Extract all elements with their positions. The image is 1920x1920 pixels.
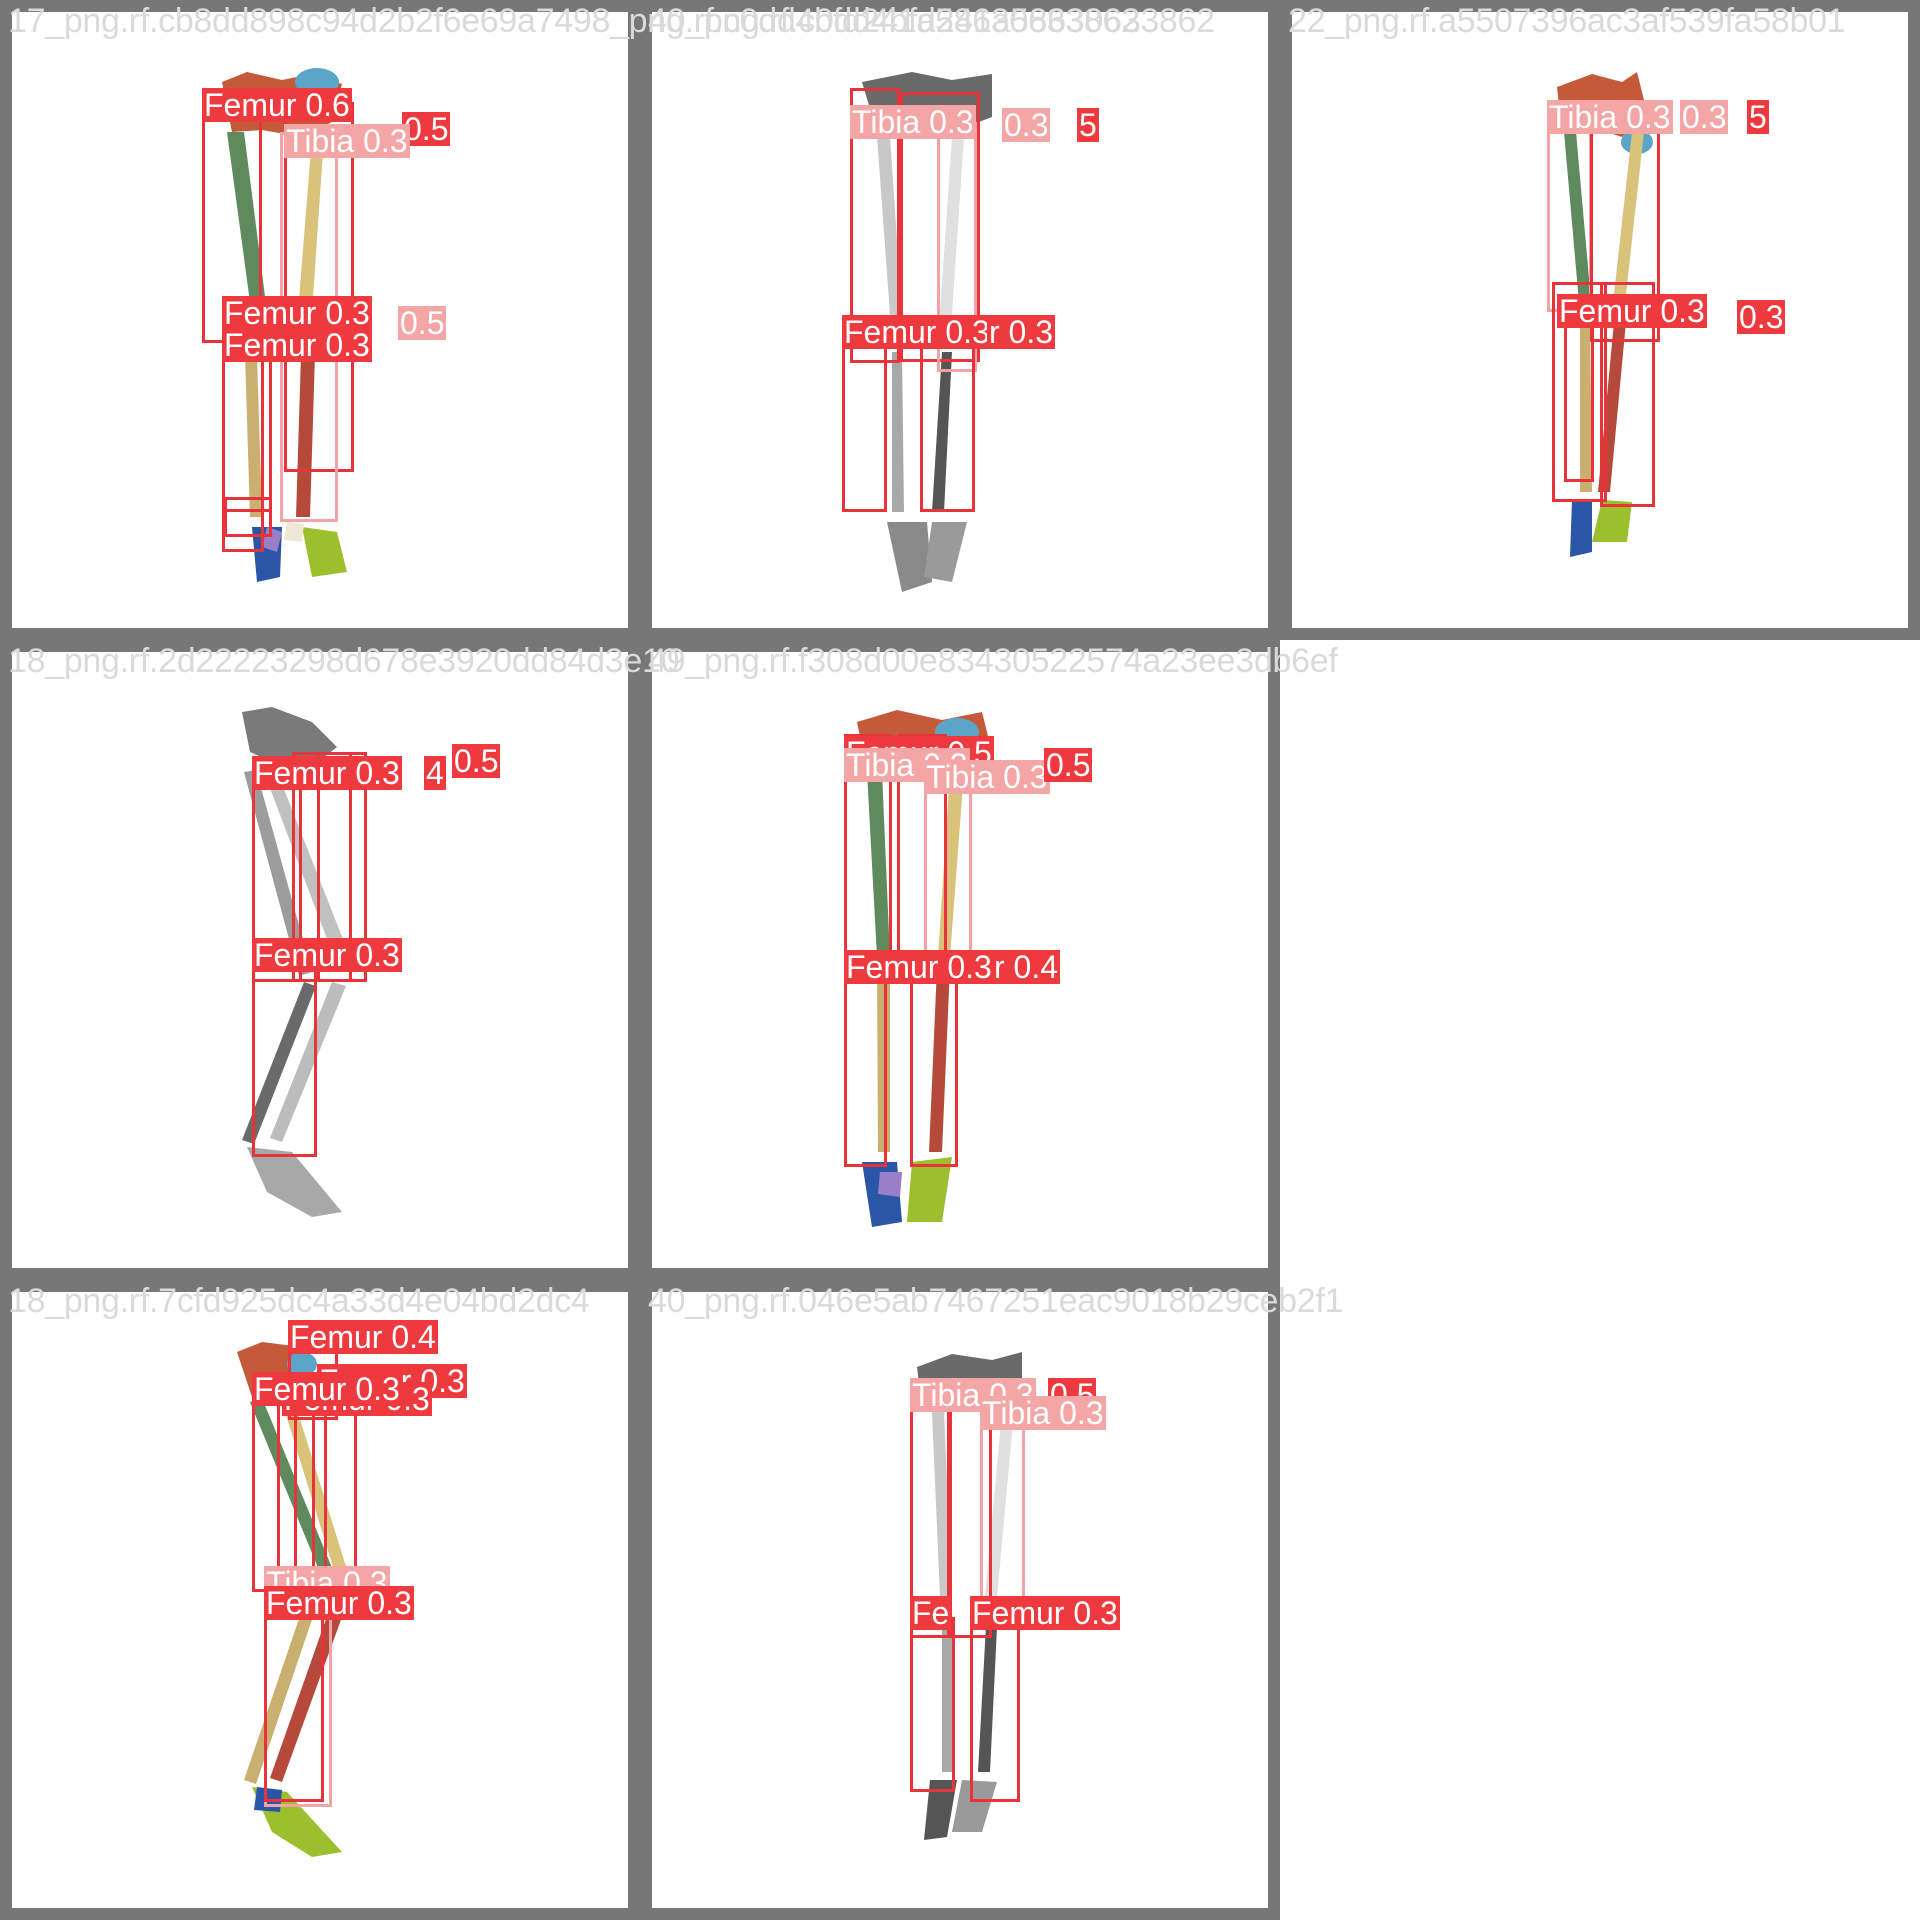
detection-label: Femur 0.3 [252,1371,402,1407]
detection-label: 4 [424,755,446,791]
detection-label: 0.3 [1002,107,1051,143]
detection-label: Femur 0.3 [222,327,372,363]
detection-box [317,752,367,982]
detection-box [844,967,887,1167]
detection-box [252,957,317,1157]
detection-label: 0.3 [1737,299,1786,335]
detection-label: Femur 0.3 [252,755,402,791]
detection-label: 0.5 [1044,747,1093,783]
detection-box [842,337,887,512]
detection-box [910,1617,955,1792]
detection-box [910,967,958,1167]
tile-canvas: Tibia 0.3 0.3 5 Femur 0.3 r 0.3 [652,12,1268,628]
detection-box [1552,282,1607,502]
detection-label: r 0.4 [992,949,1061,985]
skeleton-legs-image [242,707,352,1217]
tile-canvas: Femur 0.3 4 0.5 Femur 0.3 [12,652,628,1268]
tile-canvas: Tibia 0.3 0.5 Tibia 0.3 Fe Femur 0.3 [652,1292,1268,1908]
tile-1: Femur 0.6 0.5 Tibia 0.3 Femur 0.3 0.5 Fe… [0,0,1140,640]
detection-label: Femur 0.3 [842,314,992,350]
detection-label: Fe [910,1595,952,1631]
detection-box [312,1392,357,1592]
detection-label: 0.5 [402,111,451,147]
detection-box [264,1612,324,1802]
detection-label: 5 [1747,99,1769,135]
detection-label: Tibia 0.3 [980,1395,1106,1431]
detection-box [850,88,900,363]
detection-label: Femur 0.6 [202,87,352,123]
detection-label: Femur 0.3 [264,1585,414,1621]
detection-label: Tibia 0.3 [284,123,410,159]
detection-box [222,352,264,552]
detection-label: 0.5 [452,743,501,779]
tile-4: Femur 0.3 4 0.5 Femur 0.3 18_png.rf.2d22… [0,640,679,1280]
detection-label: 0.3 [1680,99,1729,135]
detection-label: Femur 0.3 [222,295,372,331]
detection-label: 0.5 [398,305,447,341]
detection-label: Tibia 0.3 [1547,99,1673,135]
tile-canvas: Tibia 0.3 0.3 5 Femur 0.3 0.3 [1292,12,1908,628]
tile-3: Tibia 0.3 0.3 5 Femur 0.3 0.3 22_png.rf.… [1280,0,1920,640]
tile-6: Femur 0.4 Femur 0.3 Femur 0.3 Femur 0.3 … [0,1280,640,1920]
detection-label: Tibia 0.3 [924,759,1050,795]
detection-box [900,92,980,362]
detection-label: Femur 0.3 [970,1595,1120,1631]
tile-2: Tibia 0.3 0.3 5 Femur 0.3 r 0.3 40_png.r… [640,0,1280,640]
detection-box [920,337,975,512]
tile-canvas: Femur 0.4 Femur 0.3 Femur 0.3 Femur 0.3 … [12,1292,628,1908]
tile-canvas: Femur 0.6 0.5 Tibia 0.3 Femur 0.3 0.5 Fe… [12,12,628,628]
detection-label: Femur 0.3 [844,949,994,985]
detection-label: Femur 0.3 [1557,293,1707,329]
detection-box [1600,282,1655,507]
detection-box [1564,302,1594,482]
detection-label: r 0.3 [987,314,1056,350]
tile-5: Femur 0.5 Tibia 0.3 Tibia 0.3 0.5 Femur … [640,640,1338,1280]
detection-box [224,497,272,537]
detection-label: Femur 0.4 [288,1319,438,1355]
tile-7: Tibia 0.3 0.5 Tibia 0.3 Fe Femur 0.3 40_… [640,1280,1343,1920]
detection-label: Femur 0.3 [252,937,402,973]
tile-canvas: Femur 0.5 Tibia 0.3 Tibia 0.3 0.5 Femur … [652,652,1268,1268]
detection-label: 5 [1077,107,1099,143]
detection-label: Tibia 0.3 [850,104,976,140]
detection-box [970,1617,1020,1802]
